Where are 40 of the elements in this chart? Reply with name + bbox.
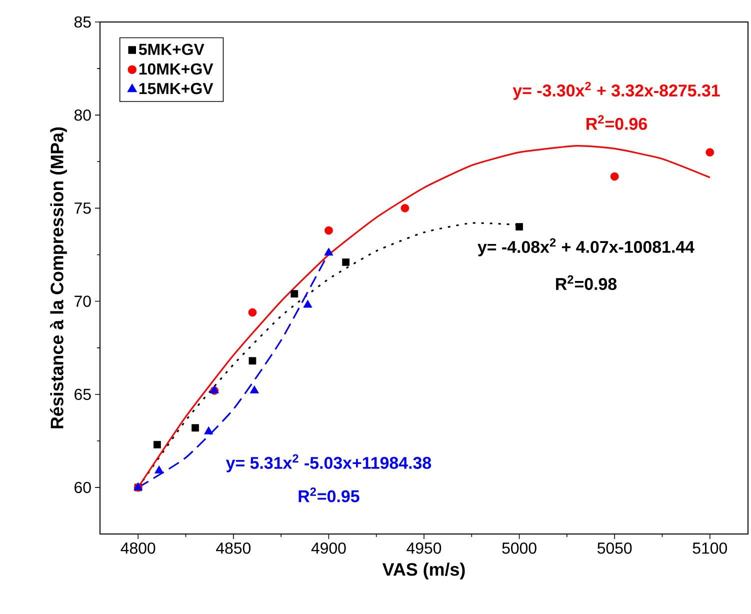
annotation: R$^{2}$=0.98 <box>556 275 617 290</box>
annotation: y= -3.30x$^{2}$ + 3.32x-8275.31 <box>512 82 720 100</box>
point <box>192 424 199 432</box>
y-tick-label: 70 <box>74 296 91 307</box>
point <box>516 223 523 230</box>
x-tick-label: 4950 <box>406 542 442 554</box>
point <box>324 248 334 256</box>
annotation: y= -4.08x$^{2}$ + 4.07x-10081.44 <box>478 238 694 256</box>
x-axis-title: VAS (m/s) <box>382 562 465 580</box>
x-tick-label: 4800 <box>120 542 156 554</box>
point <box>248 308 257 317</box>
annotation: y= 5.31x$^{2}$ -5.03x+11984.38 <box>226 454 432 472</box>
point <box>250 385 259 394</box>
x-tick-label: 5050 <box>598 542 632 554</box>
y-tick-label: 80 <box>74 109 91 121</box>
x-tick-label: 5100 <box>692 542 727 554</box>
legend-label: 15MK+GV <box>139 82 214 94</box>
annotation: R$^{2}$=0.96 <box>586 115 647 130</box>
point <box>248 357 256 365</box>
y-axis-title: Résistance à la Compression (MPa) <box>50 127 67 428</box>
annotation: R$^{2}$=0.95 <box>298 488 360 502</box>
legend-label: 5MK+GV <box>138 44 204 56</box>
point <box>400 204 410 212</box>
point <box>706 148 714 157</box>
point <box>342 258 350 266</box>
point <box>204 426 214 434</box>
x-tick-label: 5000 <box>502 542 536 554</box>
point <box>324 226 333 235</box>
point <box>153 440 161 448</box>
x-tick-label: 4900 <box>311 542 346 554</box>
legend-label: 10MK+GV <box>139 63 214 75</box>
x-tick-label: 4850 <box>216 542 251 554</box>
y-tick-label: 65 <box>74 388 91 400</box>
point <box>303 300 312 308</box>
y-tick-label: 75 <box>74 202 91 214</box>
y-tick-label: 85 <box>74 16 91 28</box>
point <box>610 172 619 181</box>
point <box>154 466 164 474</box>
point <box>290 290 298 298</box>
y-tick-label: 60 <box>74 482 91 494</box>
